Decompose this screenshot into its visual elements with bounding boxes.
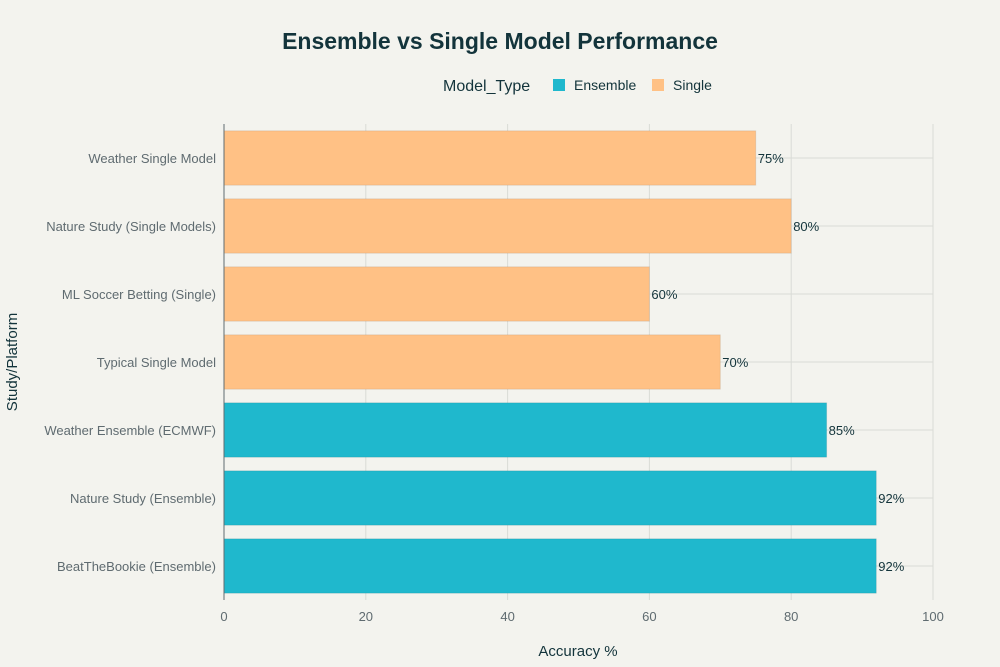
y-category-label: Nature Study (Ensemble) bbox=[70, 491, 216, 506]
legend-swatch-single bbox=[652, 79, 664, 91]
bar bbox=[223, 538, 877, 594]
bar-value-label: 75% bbox=[758, 151, 784, 166]
y-category-label: Nature Study (Single Models) bbox=[46, 219, 216, 234]
bar bbox=[223, 470, 877, 526]
y-category-label: Typical Single Model bbox=[97, 355, 216, 370]
bar-value-label: 80% bbox=[793, 219, 819, 234]
chart-title: Ensemble vs Single Model Performance bbox=[282, 28, 718, 54]
x-axis-title: Accuracy % bbox=[538, 643, 617, 660]
y-category-label: BeatTheBookie (Ensemble) bbox=[57, 559, 216, 574]
bar bbox=[223, 402, 828, 458]
legend-title: Model_Type bbox=[443, 78, 530, 95]
bar bbox=[223, 334, 721, 390]
bar bbox=[223, 198, 792, 254]
legend-label-ensemble: Ensemble bbox=[574, 77, 636, 93]
x-tick-label: 100 bbox=[922, 609, 944, 624]
bar-value-label: 60% bbox=[651, 287, 677, 302]
x-tick-label: 0 bbox=[220, 609, 227, 624]
x-axis-ticks: 0 20 40 60 80 100 bbox=[220, 609, 943, 624]
legend-swatch-ensemble bbox=[553, 79, 565, 91]
x-tick-label: 40 bbox=[500, 609, 514, 624]
x-tick-label: 20 bbox=[359, 609, 373, 624]
y-category-label: Weather Ensemble (ECMWF) bbox=[44, 423, 216, 438]
x-tick-label: 60 bbox=[642, 609, 656, 624]
bar-value-label: 92% bbox=[878, 491, 904, 506]
y-category-label: ML Soccer Betting (Single) bbox=[62, 287, 216, 302]
y-category-label: Weather Single Model bbox=[88, 151, 216, 166]
legend-label-single: Single bbox=[673, 77, 712, 93]
bar-value-label: 70% bbox=[722, 355, 748, 370]
bar-value-label: 92% bbox=[878, 559, 904, 574]
bar bbox=[223, 130, 757, 186]
y-axis-title: Study/Platform bbox=[4, 313, 21, 411]
bars: 75% 80% 60% 70% 85% 92% 92% bbox=[223, 130, 905, 594]
bar bbox=[223, 266, 650, 322]
y-axis-categories: Weather Single Model Nature Study (Single… bbox=[44, 151, 216, 574]
bar-value-label: 85% bbox=[829, 423, 855, 438]
x-tick-label: 80 bbox=[784, 609, 798, 624]
legend: Model_Type Ensemble Single bbox=[443, 77, 712, 95]
